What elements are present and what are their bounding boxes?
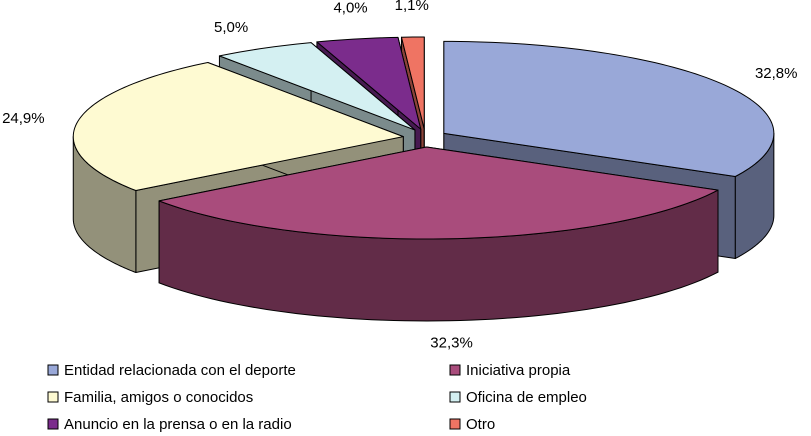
legend-swatch bbox=[47, 391, 59, 403]
slice-top bbox=[218, 42, 416, 131]
legend-label: Anuncio en la prensa o en la radio bbox=[64, 416, 292, 433]
value-label: 5,0% bbox=[214, 19, 248, 36]
value-label: 24,9% bbox=[2, 110, 45, 127]
legend-swatch bbox=[47, 364, 59, 376]
legend-swatch bbox=[47, 418, 59, 430]
legend-swatch bbox=[449, 391, 461, 403]
value-label: 1,1% bbox=[395, 0, 429, 14]
slice-top bbox=[316, 36, 422, 130]
slice-top bbox=[400, 36, 425, 130]
slice-top bbox=[72, 61, 404, 192]
value-label: 32,8% bbox=[755, 65, 798, 82]
value-label: 4,0% bbox=[333, 0, 367, 16]
legend-swatch bbox=[449, 364, 461, 376]
legend-label: Oficina de empleo bbox=[466, 389, 587, 406]
legend-label: Iniciativa propia bbox=[466, 362, 571, 379]
value-label: 32,3% bbox=[430, 335, 473, 352]
legend-swatch bbox=[449, 418, 461, 430]
slice-top bbox=[158, 146, 719, 240]
legend-label: Otro bbox=[466, 416, 495, 433]
slice-top bbox=[443, 40, 775, 177]
legend-label: Entidad relacionada con el deporte bbox=[64, 362, 296, 379]
pie bbox=[72, 36, 775, 322]
legend-label: Familia, amigos o conocidos bbox=[64, 389, 253, 406]
